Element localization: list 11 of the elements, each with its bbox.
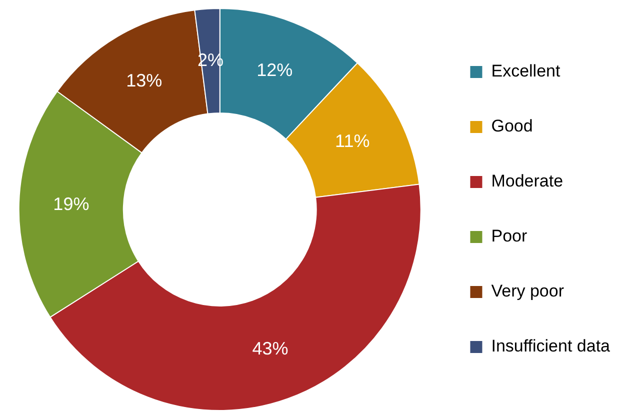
legend-label: Very poor bbox=[491, 282, 564, 301]
data-label: 12% bbox=[256, 60, 293, 80]
data-label: 11% bbox=[335, 130, 370, 151]
data-label: 43% bbox=[252, 338, 288, 358]
legend-label: Moderate bbox=[491, 172, 564, 191]
legend-label: Poor bbox=[491, 226, 528, 246]
legend-label: Excellent bbox=[491, 62, 560, 81]
legend-label: Good bbox=[491, 116, 533, 136]
data-label: 19% bbox=[53, 194, 90, 214]
legend-label: Insufficient data bbox=[491, 336, 611, 356]
data-label: 13% bbox=[126, 70, 162, 90]
